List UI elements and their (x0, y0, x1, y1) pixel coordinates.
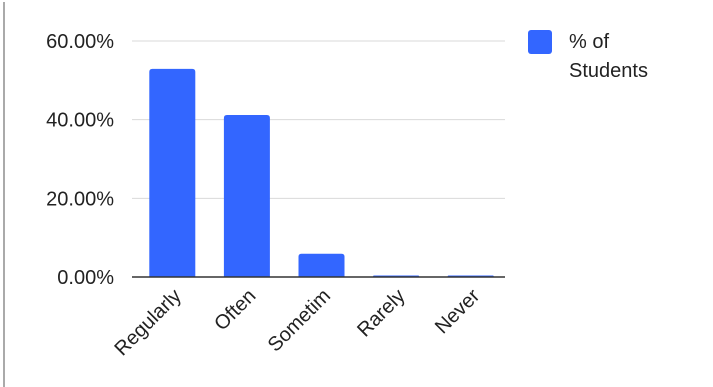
x-tick-label: Never (431, 285, 485, 339)
y-tick-label: 60.00% (46, 31, 114, 53)
legend-label: % of (569, 31, 609, 53)
x-tick-label: Sometim (264, 285, 335, 356)
bars (149, 68, 494, 277)
legend: % of Students (528, 30, 648, 82)
y-tick-label: 20.00% (46, 188, 114, 210)
x-tick-label: Often (210, 285, 260, 335)
bar-sometim (298, 253, 345, 277)
y-tick-labels: 0.00% 20.00% 40.00% 60.00% (46, 31, 114, 289)
x-tick-label: Rarely (353, 285, 409, 341)
x-tick-label: Regularly (111, 285, 186, 360)
bar-regularly (149, 68, 196, 277)
legend-label: Students (569, 60, 648, 82)
y-tick-label: 40.00% (46, 110, 114, 132)
x-tick-labels: Regularly Often Sometim Rarely Never (111, 285, 485, 361)
bar-often (223, 114, 270, 277)
legend-swatch (528, 30, 552, 54)
y-tick-label: 0.00% (57, 267, 114, 289)
